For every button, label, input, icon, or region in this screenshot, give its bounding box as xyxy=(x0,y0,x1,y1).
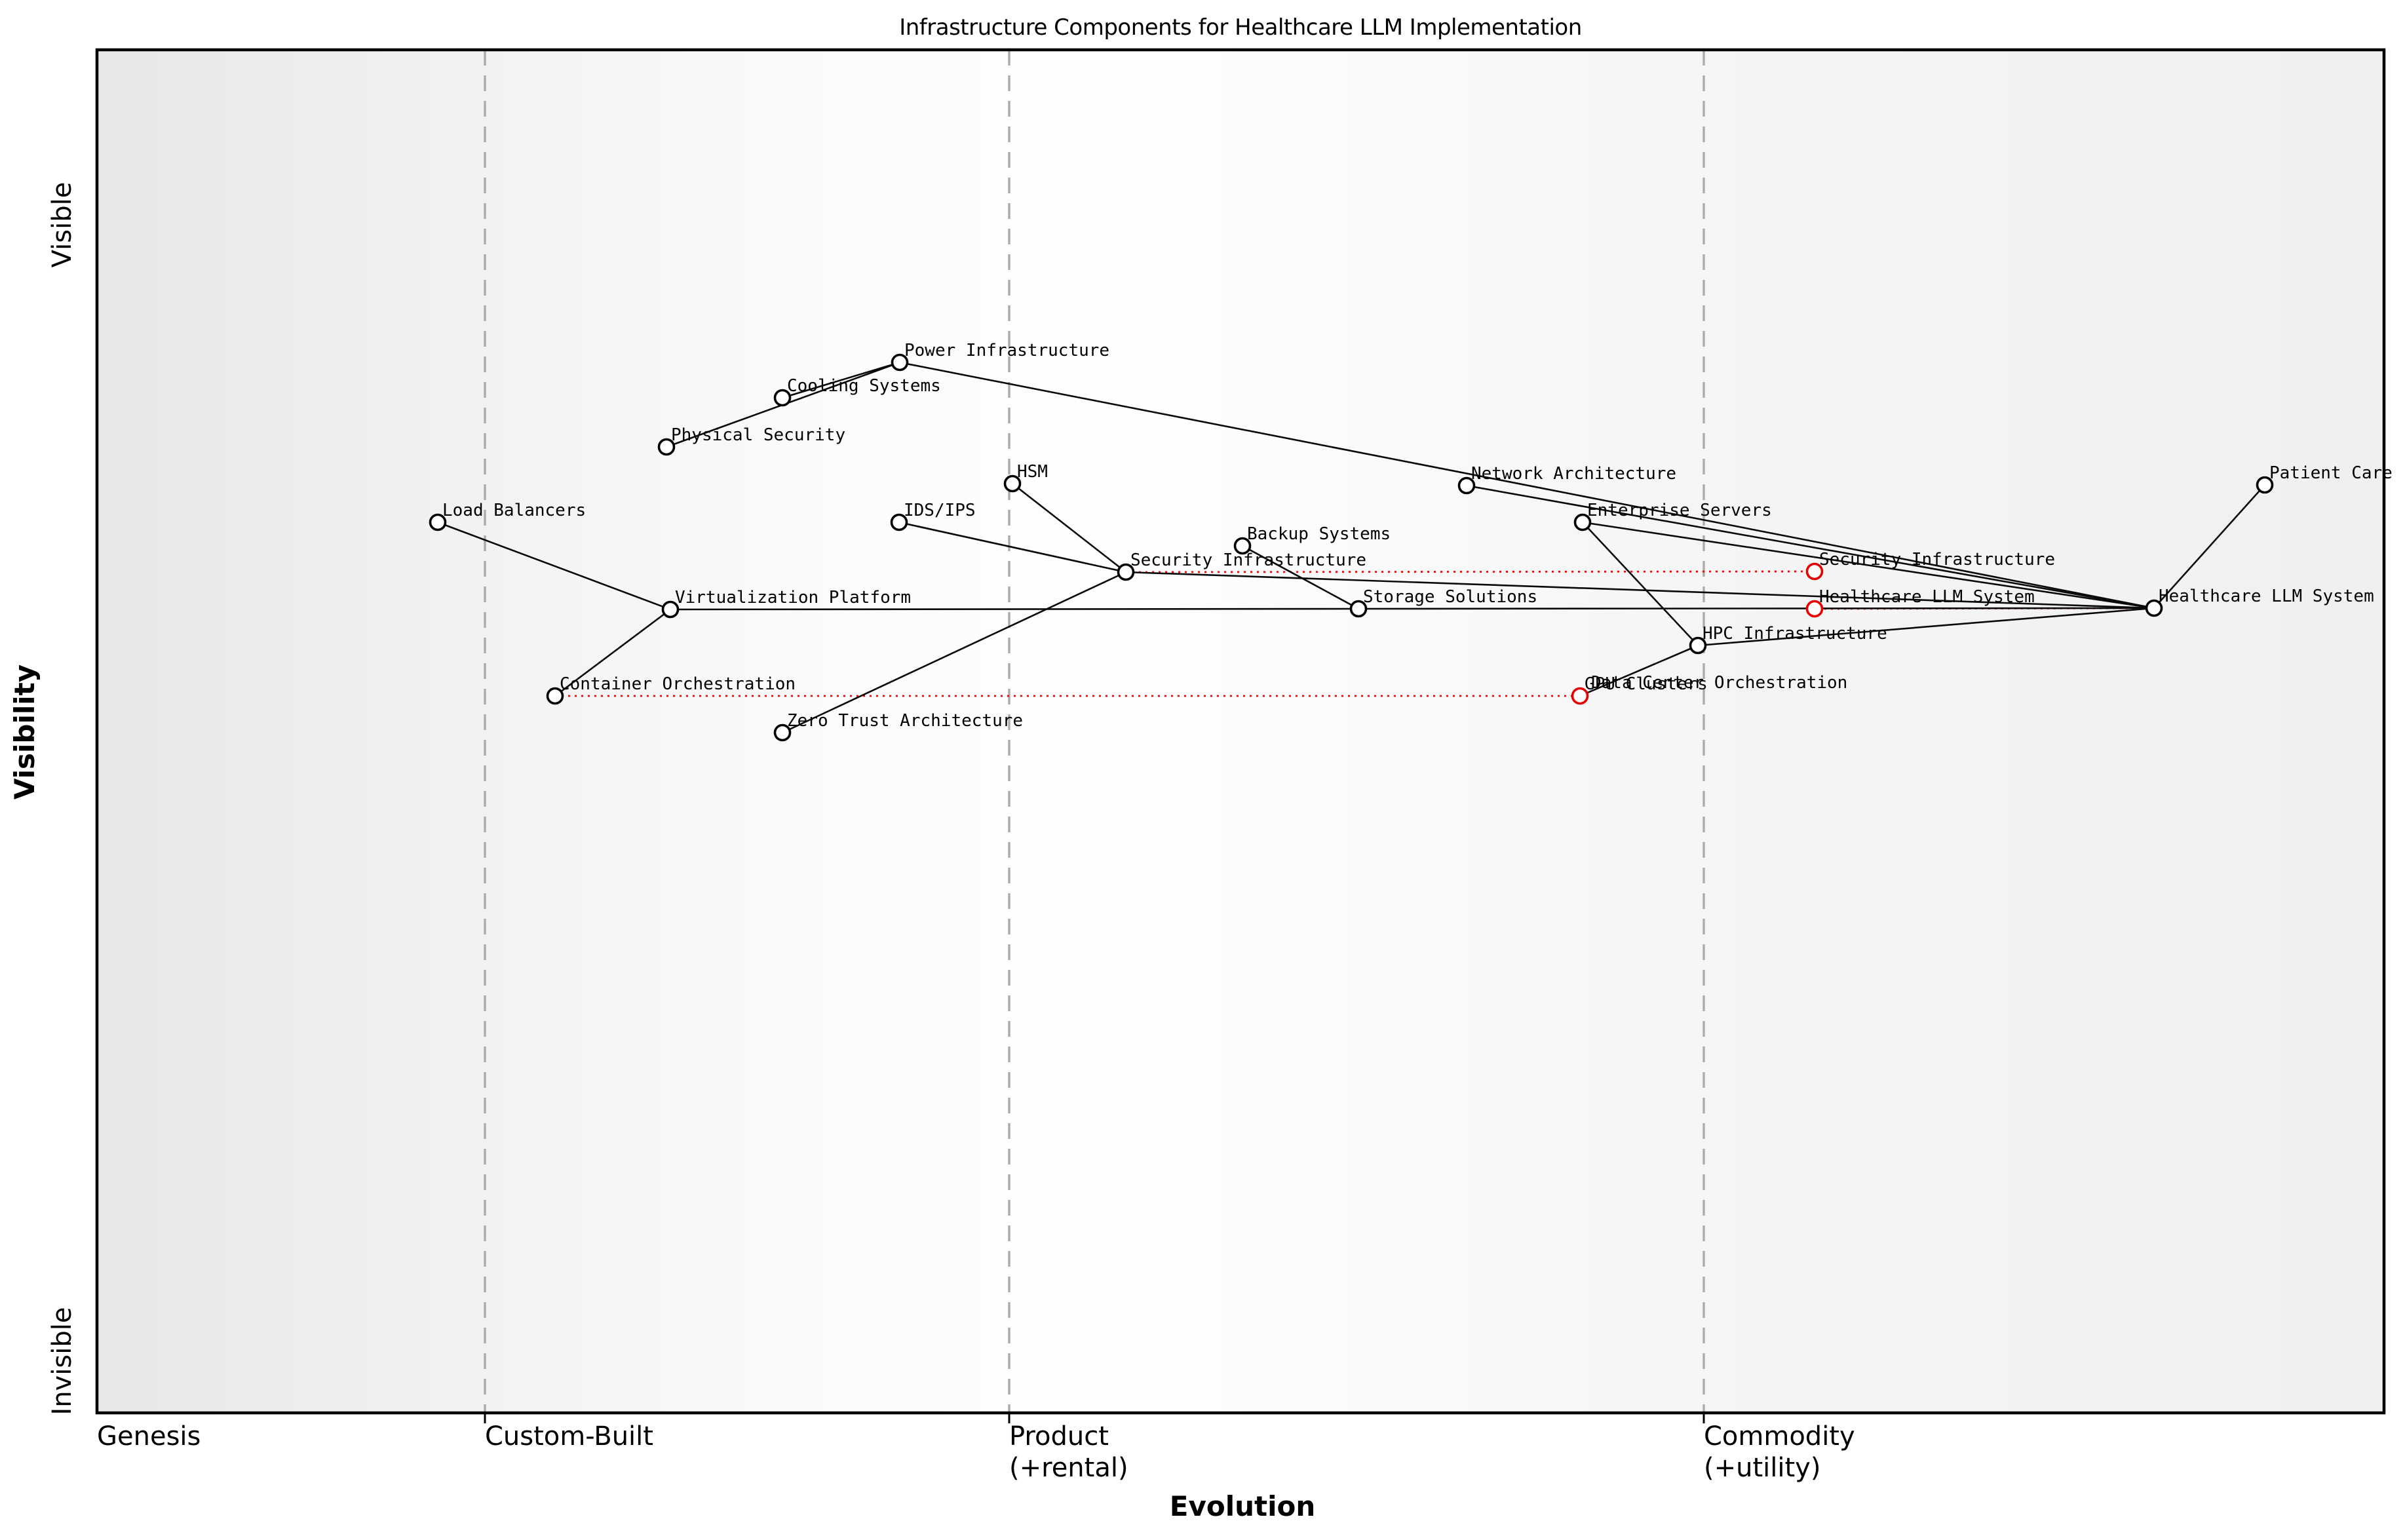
edge-loadbal-virtualization xyxy=(437,521,671,611)
edge-power-cooling xyxy=(782,361,900,399)
edge-backup-storage xyxy=(1242,545,1359,610)
edge-power-healthcare xyxy=(899,361,2155,609)
map-node-healthcare xyxy=(2145,599,2163,617)
y-tick-labels: Visible Invisible xyxy=(47,182,77,1415)
edge-hpc-healthcare xyxy=(1697,607,2155,647)
node-label-power: Power Infrastructure xyxy=(904,341,1109,360)
y-tick-label-0: Visible xyxy=(47,182,77,268)
x-stage-labels: Genesis Custom-Built Product(+rental) Commo… xyxy=(97,1413,1855,1483)
map-node-network xyxy=(1457,476,1476,495)
node-label-gpu_red: GPU Clusters xyxy=(1585,674,1708,694)
map-node-security xyxy=(1117,563,1135,581)
edge-idsips-security xyxy=(898,521,1126,573)
node-label-security: Security Infrastructure xyxy=(1130,550,1366,570)
node-extra-label-0: Data Center Orchestration xyxy=(1591,673,1847,693)
node-label-backup: Backup Systems xyxy=(1247,524,1391,544)
y-axis-title: Visibility xyxy=(9,664,41,799)
map-nodes xyxy=(429,353,2274,742)
map-node-cooling xyxy=(773,389,792,407)
edge-lines xyxy=(437,361,2265,734)
x-stage-label-2: Product xyxy=(1009,1421,1109,1452)
map-node-physical xyxy=(657,438,676,456)
node-label-cooling: Cooling Systems xyxy=(787,376,941,396)
node-label-network: Network Architecture xyxy=(1471,464,1676,484)
map-node-container xyxy=(546,687,564,705)
map-node-gpu_red-evolved xyxy=(1571,687,1589,705)
node-label-loadbal: Load Balancers xyxy=(442,501,586,520)
map-node-zerotrust xyxy=(773,723,792,742)
map-node-patient xyxy=(2256,476,2274,494)
map-node-virtualization xyxy=(661,600,680,619)
x-stage-label-0: Genesis xyxy=(97,1421,201,1452)
edge-hsm-security xyxy=(1012,482,1126,573)
map-node-storage xyxy=(1349,600,1368,618)
map-node-hsm xyxy=(1003,474,1022,493)
y-tick-label-1: Invisible xyxy=(47,1307,77,1415)
map-node-loadbal xyxy=(429,513,447,531)
edge-network-healthcare xyxy=(1466,484,2155,609)
map-node-hpc xyxy=(1689,636,1707,655)
edge-virtualization-container xyxy=(554,608,671,697)
edge-enterprise-healthcare xyxy=(1582,521,2155,609)
node-label-virtualization: Virtualization Platform xyxy=(675,588,911,607)
edge-storage-healthcare xyxy=(1358,607,2155,610)
edge-hpc-gpu_red xyxy=(1579,644,1699,697)
node-label-hpc: HPC Infrastructure xyxy=(1703,624,1887,644)
node-label-idsips: IDS/IPS xyxy=(904,501,976,520)
edge-security-healthcare xyxy=(1125,571,2155,609)
edge-enterprise-hpc xyxy=(1582,522,1699,646)
node-label-physical: Physical Security xyxy=(671,425,845,445)
node-label-storage: Storage Solutions xyxy=(1363,587,1537,607)
node-label-security_red: Security Infrastructure xyxy=(1819,550,2055,569)
edge-healthcare-patient xyxy=(2153,484,2265,609)
x-stage-label-1: Custom-Built xyxy=(485,1421,653,1452)
map-node-idsips xyxy=(890,513,908,531)
node-label-enterprise: Enterprise Servers xyxy=(1587,501,1772,520)
node-label-healthcare: Healthcare LLM System xyxy=(2159,587,2374,606)
plot-background xyxy=(97,50,2384,1413)
node-label-container: Container Orchestration xyxy=(560,674,796,694)
node-label-hsm: HSM xyxy=(1017,462,1048,482)
x-stage-sublabel-3: (+utility) xyxy=(1704,1453,1820,1483)
x-stage-sublabel-2: (+rental) xyxy=(1009,1453,1128,1483)
map-node-healthcare_red-evolved xyxy=(1805,600,1824,618)
node-label-zerotrust: Zero Trust Architecture xyxy=(787,711,1023,731)
node-label-patient: Patient Care xyxy=(2269,463,2393,483)
stage-gridlines xyxy=(484,50,1705,1413)
map-node-power xyxy=(891,353,909,372)
map-node-security_red-evolved xyxy=(1805,562,1824,581)
node-label-healthcare_red: Healthcare LLM System xyxy=(1819,587,2035,607)
node-labels: Power Infrastructure Cooling Systems Physi… xyxy=(442,341,2393,731)
map-node-enterprise xyxy=(1573,513,1592,531)
chart-title: Infrastructure Components for Healthcare… xyxy=(899,14,1582,41)
edge-security-zerotrust xyxy=(782,571,1126,734)
map-node-backup xyxy=(1233,537,1252,555)
x-axis-title: Evolution xyxy=(1170,1490,1315,1522)
plot-border xyxy=(95,48,2386,1415)
x-stage-label-3: Commodity xyxy=(1704,1421,1855,1452)
